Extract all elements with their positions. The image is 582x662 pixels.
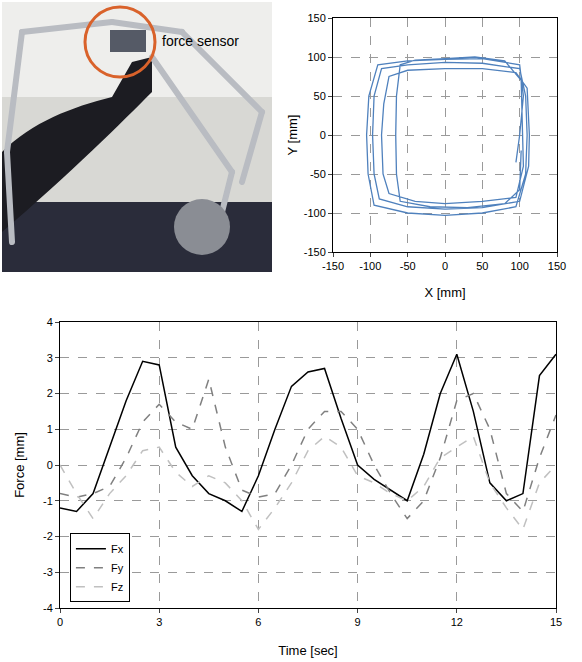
svg-text:Force [mm]: Force [mm] xyxy=(12,432,27,498)
svg-text:Fx: Fx xyxy=(111,543,124,555)
svg-text:-1: -1 xyxy=(43,495,53,507)
svg-text:-50: -50 xyxy=(400,260,416,272)
svg-text:0: 0 xyxy=(320,129,326,141)
svg-text:15: 15 xyxy=(550,616,562,628)
svg-text:100: 100 xyxy=(307,51,325,63)
svg-text:3: 3 xyxy=(156,616,162,628)
svg-text:Y [mm]: Y [mm] xyxy=(285,115,300,156)
svg-text:-3: -3 xyxy=(43,566,53,578)
svg-text:-50: -50 xyxy=(310,168,326,180)
svg-text:-4: -4 xyxy=(43,602,53,614)
svg-text:-100: -100 xyxy=(304,207,326,219)
svg-text:150: 150 xyxy=(548,260,566,272)
svg-text:-100: -100 xyxy=(359,260,381,272)
svg-text:100: 100 xyxy=(510,260,528,272)
svg-text:1: 1 xyxy=(47,423,53,435)
svg-text:0: 0 xyxy=(57,616,63,628)
svg-text:X [mm]: X [mm] xyxy=(424,285,465,300)
svg-text:12: 12 xyxy=(451,616,463,628)
svg-text:3: 3 xyxy=(47,352,53,364)
svg-text:Fz: Fz xyxy=(111,581,123,593)
svg-text:force sensor: force sensor xyxy=(162,33,239,49)
svg-text:Fy: Fy xyxy=(111,562,124,574)
svg-text:150: 150 xyxy=(307,12,325,24)
svg-text:Time [sec]: Time [sec] xyxy=(278,643,337,658)
svg-text:-2: -2 xyxy=(43,530,53,542)
svg-text:0: 0 xyxy=(442,260,448,272)
svg-text:4: 4 xyxy=(47,316,53,328)
svg-text:-150: -150 xyxy=(304,246,326,258)
svg-text:2: 2 xyxy=(47,387,53,399)
svg-text:0: 0 xyxy=(47,459,53,471)
svg-text:50: 50 xyxy=(314,90,326,102)
svg-text:6: 6 xyxy=(255,616,261,628)
svg-text:50: 50 xyxy=(476,260,488,272)
svg-text:-150: -150 xyxy=(322,260,344,272)
svg-text:9: 9 xyxy=(355,616,361,628)
